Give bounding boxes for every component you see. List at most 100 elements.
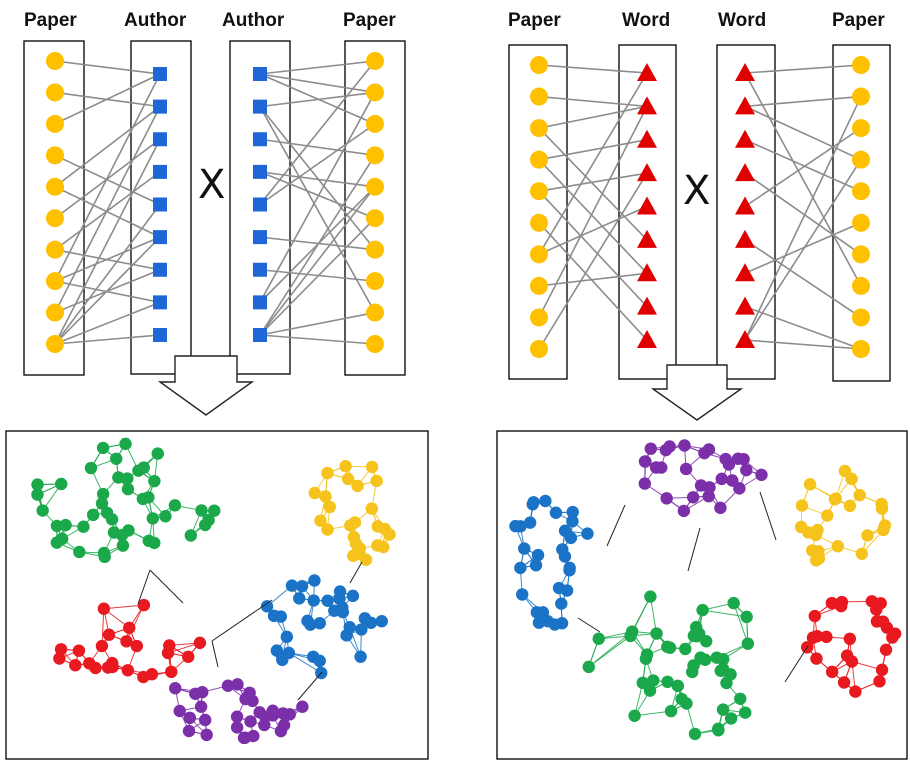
cluster-node bbox=[555, 597, 568, 610]
word-cluster-network bbox=[509, 439, 902, 741]
word-edge-right-8 bbox=[744, 222, 862, 274]
author-edge-right-18 bbox=[259, 334, 376, 345]
cluster-node bbox=[875, 663, 889, 677]
cluster-node bbox=[650, 627, 663, 640]
cluster-node bbox=[865, 595, 879, 608]
cluster-node bbox=[184, 529, 198, 542]
cluster-node bbox=[340, 629, 353, 642]
cluster-node bbox=[877, 523, 890, 537]
cluster-node bbox=[148, 536, 161, 550]
projection-times-symbol-right: X bbox=[683, 168, 710, 214]
cluster-node bbox=[837, 676, 851, 689]
cluster-node bbox=[258, 718, 271, 732]
author-edge-right-9 bbox=[259, 60, 376, 206]
cluster-node bbox=[208, 504, 221, 517]
cluster-node bbox=[53, 652, 66, 665]
word-node bbox=[735, 129, 755, 148]
cluster-node bbox=[95, 639, 109, 653]
right-projection: Paper Word Word Paper X bbox=[508, 10, 891, 421]
word-edge-right-2 bbox=[744, 95, 862, 108]
cluster-node bbox=[716, 662, 730, 676]
cluster-node bbox=[195, 504, 208, 517]
paper-node bbox=[46, 146, 64, 165]
left-author-title: Author bbox=[124, 10, 187, 31]
paper-node bbox=[530, 56, 548, 74]
cluster-node bbox=[137, 461, 150, 474]
word-edge-right-0 bbox=[744, 64, 862, 74]
cluster-node bbox=[221, 679, 235, 692]
paper-node bbox=[852, 308, 870, 327]
word-edge-left-6 bbox=[538, 190, 648, 308]
cluster-node bbox=[246, 694, 259, 708]
paper-node bbox=[530, 213, 548, 232]
word-edge-right-4 bbox=[744, 139, 862, 192]
cluster-node bbox=[159, 510, 172, 523]
word-edge-right-5 bbox=[744, 172, 862, 255]
word-edge-right-3 bbox=[744, 105, 862, 161]
bridge-red-purple bbox=[211, 640, 219, 668]
author-node bbox=[153, 197, 167, 212]
cluster-node bbox=[861, 529, 874, 542]
cluster-node bbox=[276, 650, 289, 664]
cluster-node bbox=[845, 472, 858, 486]
paper-node bbox=[852, 87, 870, 106]
right-author-title: Author bbox=[222, 10, 285, 31]
cluster-node bbox=[696, 603, 709, 617]
author-node bbox=[253, 99, 267, 114]
cluster-node bbox=[643, 684, 657, 697]
word-node bbox=[735, 163, 755, 182]
paper-node bbox=[366, 272, 384, 291]
author-edge-right-4 bbox=[259, 106, 376, 251]
right-projection-edges bbox=[538, 64, 862, 350]
author-node bbox=[253, 132, 267, 147]
cluster-node bbox=[69, 659, 82, 672]
cluster-node bbox=[313, 654, 326, 668]
cluster-node bbox=[639, 455, 652, 468]
cluster-node bbox=[121, 664, 135, 677]
paper-node bbox=[46, 52, 64, 70]
cluster-node bbox=[244, 715, 257, 728]
cluster-node bbox=[875, 497, 888, 511]
author-node bbox=[153, 230, 167, 245]
cluster-node bbox=[716, 703, 730, 716]
bridge-blue-yellow bbox=[349, 561, 363, 584]
cluster-node bbox=[319, 490, 332, 503]
paper-node bbox=[530, 340, 548, 358]
cluster-node bbox=[514, 561, 527, 575]
cluster-node bbox=[295, 580, 309, 593]
cluster-node bbox=[802, 526, 815, 539]
author-node bbox=[153, 164, 167, 179]
cluster-node bbox=[582, 660, 595, 674]
cluster-node bbox=[351, 479, 364, 493]
cluster-node bbox=[564, 531, 578, 545]
paper-node bbox=[852, 119, 870, 138]
cluster-node bbox=[560, 584, 574, 597]
word-node bbox=[735, 196, 755, 215]
cluster-node bbox=[137, 598, 151, 612]
word-edge-left-0 bbox=[538, 64, 648, 74]
bridge-green-red-r bbox=[784, 645, 809, 683]
cluster-node bbox=[739, 706, 752, 719]
cluster-node bbox=[378, 522, 392, 536]
cluster-node bbox=[849, 685, 862, 698]
cluster-node bbox=[354, 650, 367, 663]
word-edge-left-10 bbox=[538, 205, 648, 256]
cluster-node bbox=[253, 706, 266, 719]
cluster-edge bbox=[126, 604, 145, 642]
cluster-node bbox=[548, 618, 561, 631]
cluster-node bbox=[719, 452, 732, 466]
cluster-node bbox=[660, 492, 673, 505]
cluster-node bbox=[714, 501, 727, 515]
author-node bbox=[153, 295, 167, 310]
cluster-edge bbox=[103, 604, 144, 610]
cluster-node bbox=[183, 711, 197, 725]
word-node bbox=[637, 229, 657, 248]
cluster-node bbox=[355, 623, 368, 636]
cluster-node bbox=[119, 437, 132, 451]
cluster-node bbox=[563, 564, 576, 577]
author-node bbox=[153, 99, 167, 114]
left-projection: Paper Author Author Paper X bbox=[23, 10, 406, 416]
cluster-node bbox=[530, 606, 544, 619]
green-cluster-right bbox=[582, 590, 755, 741]
